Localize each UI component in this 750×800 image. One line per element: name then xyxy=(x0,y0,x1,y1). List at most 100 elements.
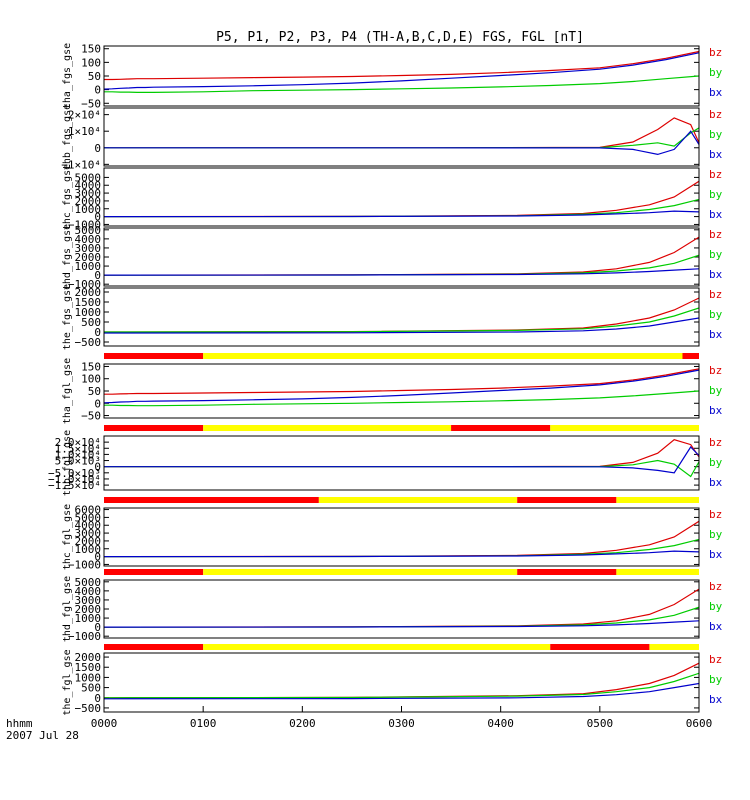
flag-bar-segment xyxy=(104,497,319,503)
series-line-bx xyxy=(104,317,699,334)
y-tick-label: −1×10⁴ xyxy=(61,158,101,171)
legend-bz: bz xyxy=(709,108,722,121)
x-tick-label: 0000 xyxy=(91,717,118,730)
series-line-bx xyxy=(104,52,699,90)
series-line-bx xyxy=(104,210,699,218)
y-tick-label: 0 xyxy=(94,461,101,474)
y-tick-label: 0 xyxy=(94,397,101,410)
chart-title: P5, P1, P2, P3, P4 (TH-A,B,C,D,E) FGS, F… xyxy=(216,30,584,45)
legend-by: by xyxy=(709,188,723,201)
y-tick-label: 2.0×10⁴ xyxy=(55,436,101,449)
y-tick-label: −1000 xyxy=(68,218,101,231)
legend-by: by xyxy=(709,673,723,686)
series-line-bz xyxy=(104,368,699,395)
y-tick-label: 3000 xyxy=(75,187,102,200)
y-tick-label: 150 xyxy=(81,43,101,56)
y-tick-label: 2000 xyxy=(75,603,102,616)
y-tick-label: 3000 xyxy=(75,594,102,607)
y-tick-label: −50 xyxy=(81,410,101,423)
time-axis-corner-label: hhmm xyxy=(6,717,33,730)
y-tick-label: 1000 xyxy=(75,203,102,216)
y-axis-label: tha_fgl_gse xyxy=(62,358,73,424)
legend-bz: bz xyxy=(709,168,722,181)
series-group xyxy=(104,588,699,628)
series-line-bx xyxy=(104,268,699,276)
y-tick-label: 0 xyxy=(94,692,101,705)
y-tick-label: 0 xyxy=(94,551,101,564)
y-tick-label: 4000 xyxy=(75,585,102,598)
legend-by: by xyxy=(709,128,723,141)
legend-bz: bz xyxy=(709,508,722,521)
series-line-bz xyxy=(104,439,699,468)
date-label: 2007 Jul 28 xyxy=(6,729,79,742)
series-line-by xyxy=(104,672,699,699)
panel-frame xyxy=(103,435,700,491)
legend-bx: bx xyxy=(709,268,723,281)
y-axis-label: thb_fgs_gse xyxy=(62,104,73,170)
y-tick-label: 1000 xyxy=(75,306,102,319)
panel-frame xyxy=(103,107,700,167)
legend-bx: bx xyxy=(709,404,723,417)
y-tick-label: 4000 xyxy=(75,233,102,246)
y-tick-label: 4000 xyxy=(75,519,102,532)
y-tick-label: 0 xyxy=(94,621,101,634)
legend-by: by xyxy=(709,66,723,79)
y-tick-label: 3000 xyxy=(75,242,102,255)
legend-bx: bx xyxy=(709,476,723,489)
x-tick-label: 0300 xyxy=(388,717,415,730)
flag-bar-segment xyxy=(104,644,204,650)
y-tick-label: 1500 xyxy=(75,661,102,674)
y-axis-label: thc_fgl_gse xyxy=(62,504,73,570)
flag-bar-segment xyxy=(104,569,204,575)
series-line-bx xyxy=(104,446,699,474)
y-tick-label: −50 xyxy=(81,97,101,110)
flag-bar-segment xyxy=(203,353,683,359)
series-line-bx xyxy=(104,620,699,628)
flag-bar-segment xyxy=(682,353,699,359)
panel-thc_fgl_gse: 6000500040003000200010000−1000thc_fgl_gs… xyxy=(62,504,723,575)
panel-thb_fgl_gse: 2.0×10⁴1.5×10⁴1.0×10⁴5.0×10³0−5.0×10³−1.… xyxy=(48,430,723,503)
series-line-by xyxy=(104,390,699,407)
y-tick-label: 1000 xyxy=(75,543,102,556)
y-tick-label: 50 xyxy=(88,385,101,398)
y-tick-label: 100 xyxy=(81,56,101,69)
flag-bar-segment xyxy=(104,425,204,431)
y-tick-label: 1.5×10⁴ xyxy=(55,442,101,455)
series-line-by xyxy=(104,459,699,478)
legend-by: by xyxy=(709,248,723,261)
y-tick-label: 1×10⁴ xyxy=(68,125,101,138)
flag-bar-segment xyxy=(203,569,518,575)
series-line-bz xyxy=(104,180,699,218)
legend-by: by xyxy=(709,528,723,541)
y-tick-label: 0 xyxy=(94,211,101,224)
legend-bx: bx xyxy=(709,86,723,99)
y-tick-label: 3000 xyxy=(75,527,102,540)
y-tick-label: 5000 xyxy=(75,511,102,524)
y-tick-label: 5000 xyxy=(75,576,102,589)
y-tick-label: 1000 xyxy=(75,671,102,684)
y-tick-label: 0 xyxy=(94,84,101,97)
legend-by: by xyxy=(709,384,723,397)
y-axis-label: thb_fgl_gse xyxy=(62,430,73,496)
y-tick-label: 2000 xyxy=(75,251,102,264)
legend-by: by xyxy=(709,600,723,613)
y-tick-label: 500 xyxy=(81,316,101,329)
y-axis-label: thd_fgs_gse xyxy=(62,224,73,290)
series-line-bz xyxy=(104,50,699,81)
y-tick-label: −500 xyxy=(75,702,102,715)
y-tick-label: −500 xyxy=(75,336,102,349)
panel-frame xyxy=(103,652,700,713)
y-tick-label: −5.0×10³ xyxy=(48,467,101,480)
y-tick-label: 1000 xyxy=(75,612,102,625)
series-line-by xyxy=(104,307,699,333)
panel-frame xyxy=(103,227,700,287)
series-group xyxy=(104,180,699,218)
y-tick-label: −1000 xyxy=(68,278,101,291)
series-group xyxy=(104,520,699,558)
flag-bar-segment xyxy=(451,425,551,431)
y-tick-label: 1500 xyxy=(75,296,102,309)
